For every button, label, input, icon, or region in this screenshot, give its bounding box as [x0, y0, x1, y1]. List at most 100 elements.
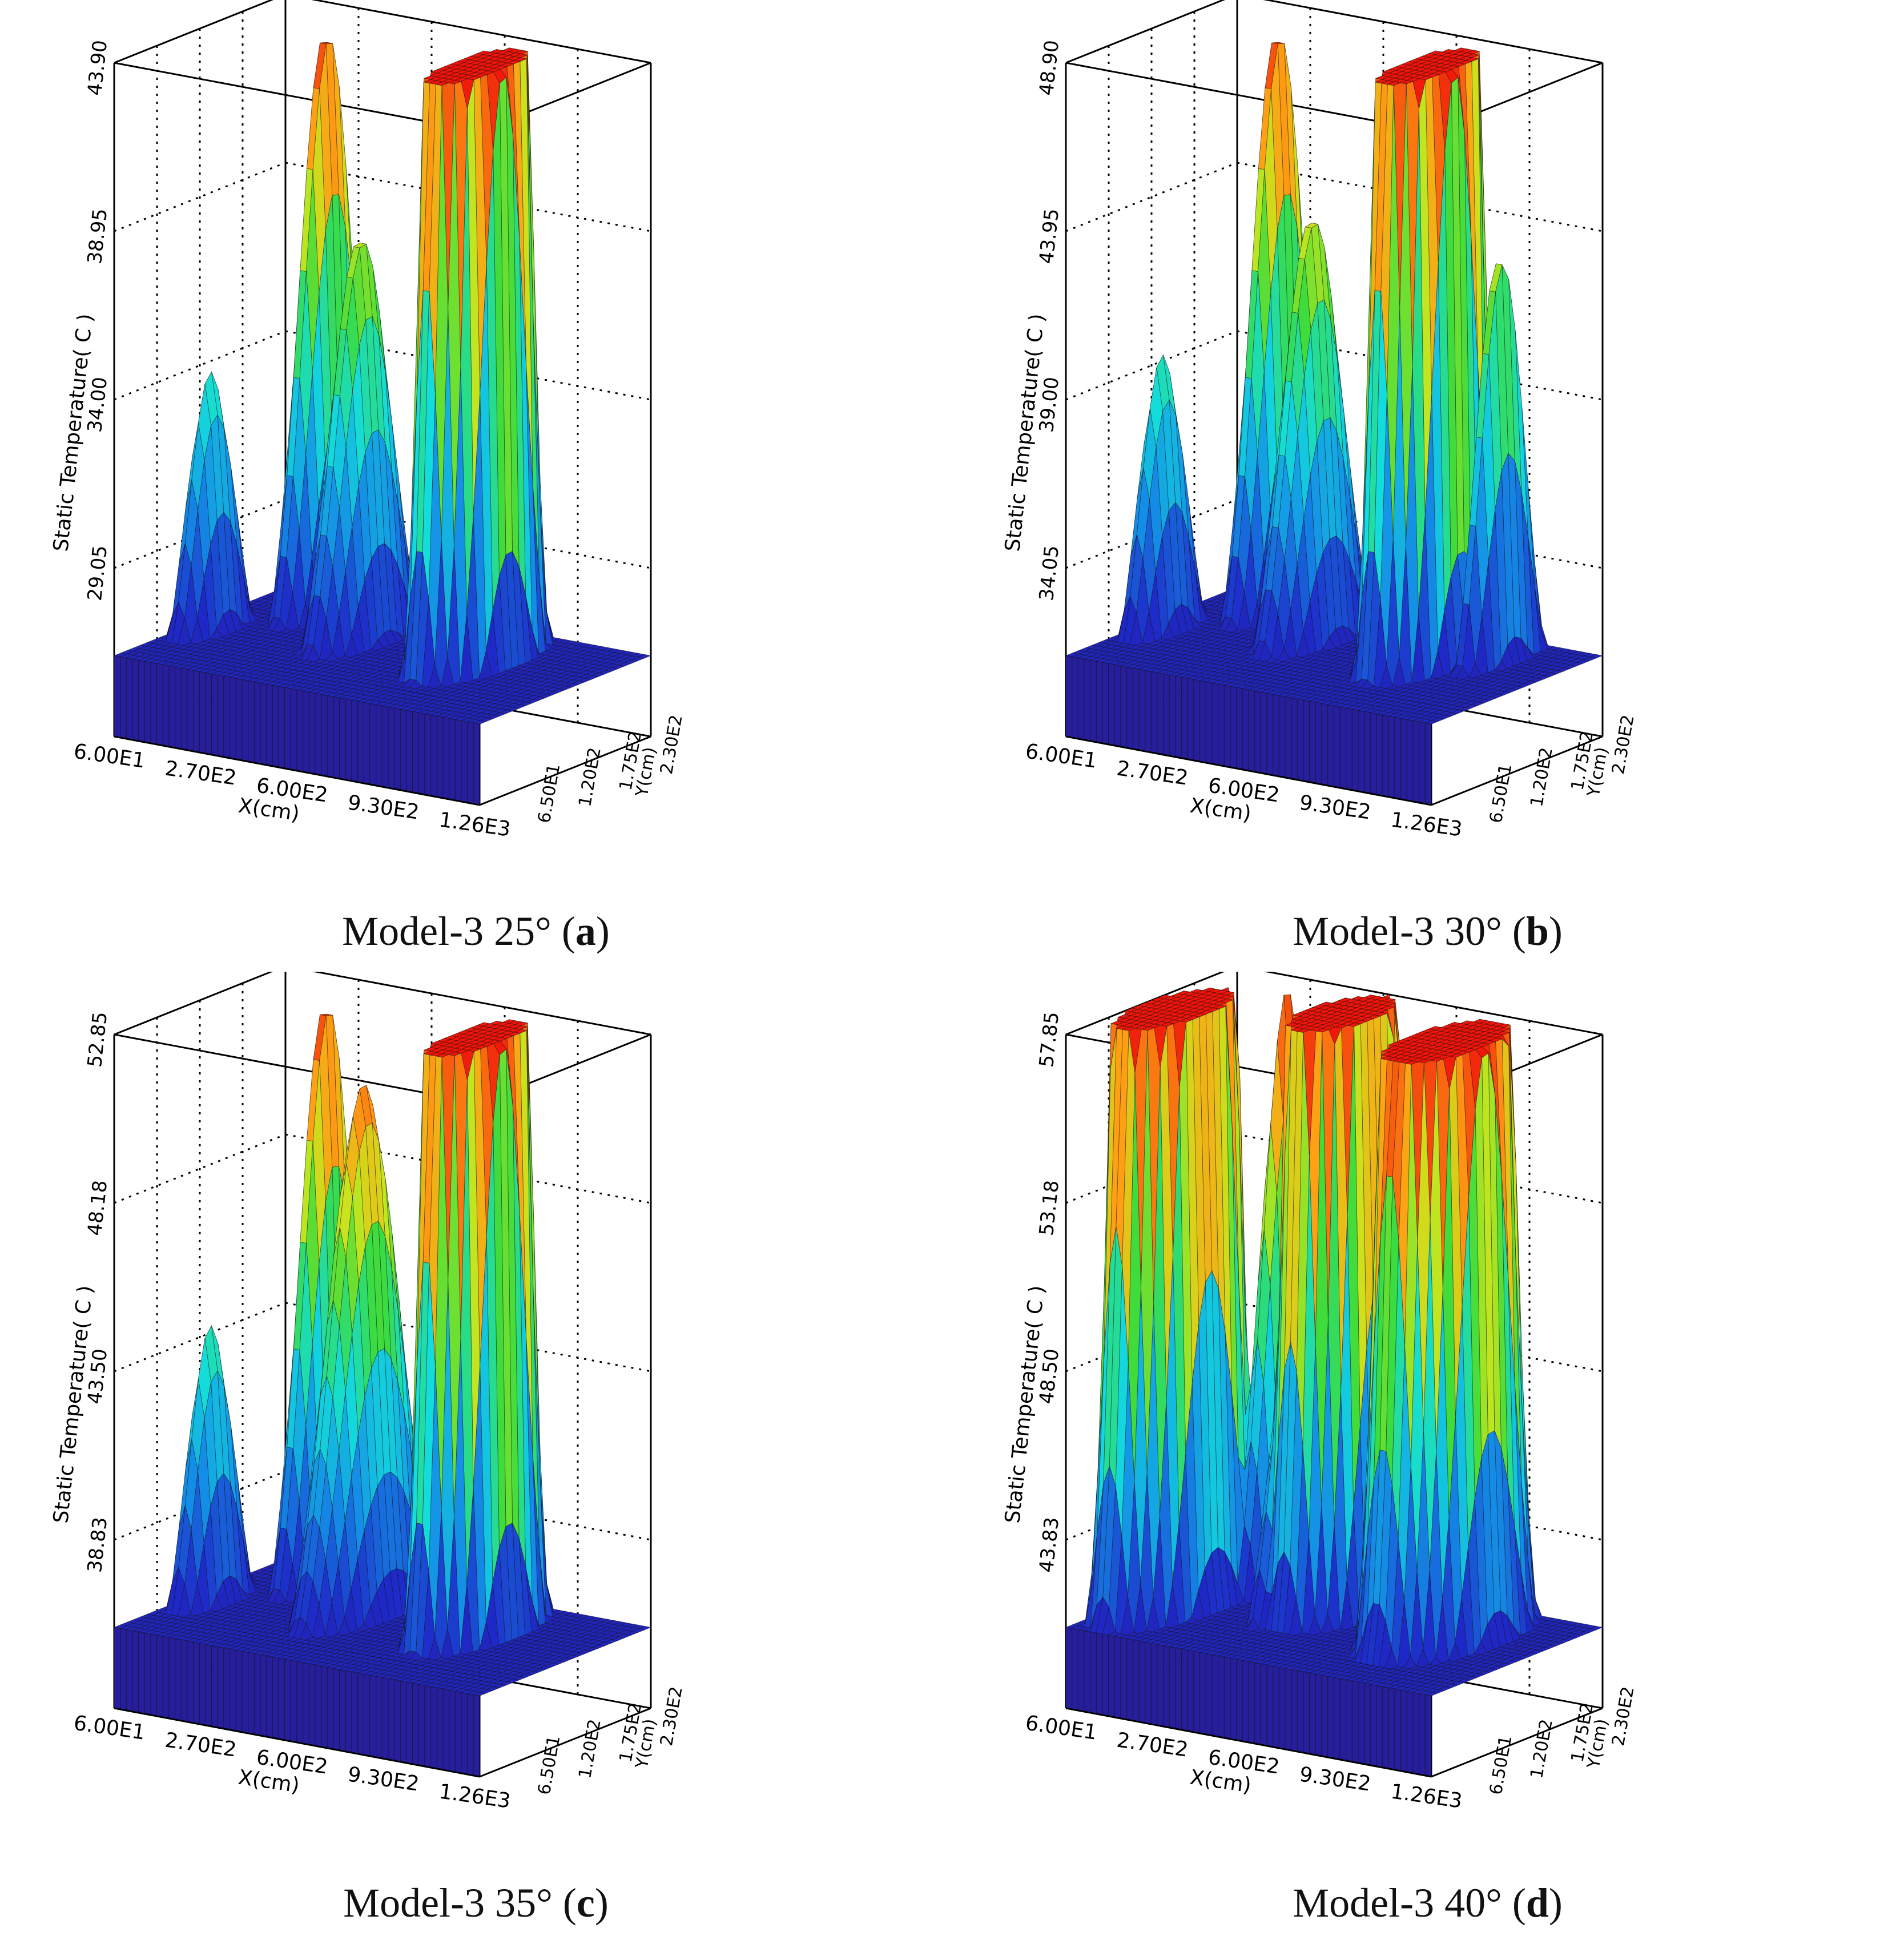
- surface-front-face: [436, 1687, 444, 1770]
- surface-front-face: [296, 1661, 304, 1744]
- surface-front-face: [412, 1683, 419, 1766]
- surface-front-face: [1181, 677, 1188, 760]
- surface-front-face: [1065, 655, 1073, 738]
- surface-front-face: [1254, 690, 1261, 774]
- surface-front-face: [150, 1633, 158, 1717]
- surface-front-face: [1273, 694, 1279, 777]
- x-tick-label: 1.26E3: [1389, 808, 1463, 842]
- surface-front-face: [1351, 709, 1359, 792]
- axis-line: [1065, 735, 1432, 806]
- surface-front-face: [1260, 691, 1267, 775]
- surface-front-face: [138, 1631, 145, 1714]
- panel-b: 34.05 39.00 43.95 48.90 Static Temperature( …: [952, 0, 1903, 972]
- surface-front-face: [211, 1645, 218, 1728]
- surface-front-face: [223, 1647, 231, 1730]
- surface-front-face: [1187, 678, 1194, 761]
- surface-front-face: [156, 663, 163, 746]
- surface-front-face: [144, 661, 151, 744]
- axis-line: [479, 735, 651, 806]
- surface-front-face: [138, 659, 145, 743]
- surface-front-face: [1126, 666, 1133, 750]
- y-tick-label: 1.20E2: [575, 746, 605, 808]
- surface-front-face: [1382, 714, 1389, 798]
- surface-front-face: [1364, 711, 1371, 794]
- z-tick-label: 43.95: [1035, 207, 1064, 265]
- surface-front-face: [473, 722, 480, 806]
- surface-front-face: [418, 712, 425, 795]
- surface-front-face: [308, 1663, 316, 1746]
- z-tick-label: 43.90: [83, 39, 112, 96]
- grid-line: [114, 1302, 286, 1373]
- caption-letter: a: [575, 908, 596, 954]
- surface-front-face: [1169, 674, 1176, 758]
- z-tick-label: 34.05: [1035, 544, 1064, 602]
- axis-line: [1065, 0, 1226, 64]
- surface-front-face: [162, 664, 170, 747]
- surface-front-face: [241, 679, 249, 762]
- surface-front-face: [1114, 664, 1121, 747]
- surface-front-face: [235, 1649, 243, 1733]
- surface-front-face: [1102, 662, 1109, 745]
- surface-front-face: [284, 687, 291, 770]
- surface-front-face: [175, 666, 182, 750]
- surface-front-face: [180, 667, 188, 751]
- grid-line: [114, 1470, 286, 1541]
- surface-front-face: [1175, 675, 1182, 759]
- surface-front-face: [333, 696, 340, 779]
- axis-front: [114, 735, 651, 806]
- surface-front-face: [1388, 715, 1395, 799]
- surface-front-face: [369, 1675, 377, 1758]
- surface-front-face: [230, 677, 236, 760]
- z-tick-label: 48.18: [83, 1179, 112, 1237]
- axis-line: [114, 1707, 480, 1778]
- surface-front-face: [248, 1652, 255, 1735]
- surface-front-face: [442, 717, 450, 800]
- surface-front-face: [272, 1656, 279, 1740]
- surface-front-face: [321, 694, 328, 777]
- surface-front-face: [253, 1653, 261, 1736]
- surface-front-face: [1278, 695, 1286, 778]
- surface-front-face: [1297, 698, 1304, 782]
- surface-front-face: [260, 682, 267, 766]
- surface-front-face: [150, 662, 158, 745]
- surface-front-face: [315, 693, 322, 776]
- surface-front-face: [449, 718, 456, 801]
- surface-front-face: [351, 699, 359, 783]
- grid-line: [1065, 330, 1238, 401]
- surface-front-face: [418, 1684, 425, 1767]
- surface-front-face: [114, 1627, 121, 1710]
- surface-front-face: [1303, 699, 1310, 783]
- surface-front-face: [454, 719, 462, 802]
- surface-front-face: [193, 1641, 200, 1725]
- surface-front-face: [327, 695, 334, 778]
- surface-front-face: [168, 1637, 176, 1720]
- axis-line: [114, 972, 274, 1036]
- x-tick-label: 9.30E2: [1298, 791, 1372, 824]
- x-tick-label: 1.26E3: [437, 808, 512, 842]
- surface-front-face: [126, 1629, 133, 1712]
- surface-front-face: [205, 1644, 212, 1727]
- axis-front: [114, 1707, 651, 1778]
- x-tick-label: 6.00E1: [72, 740, 146, 773]
- surface-front-face: [1321, 703, 1329, 786]
- surface-front-face: [1218, 683, 1225, 767]
- surface-front-face: [303, 690, 309, 774]
- surface-front-face: [1236, 687, 1243, 770]
- surface-front-face: [1412, 720, 1420, 803]
- surface-front-face: [461, 720, 468, 803]
- surface-front-face: [357, 701, 364, 784]
- surface-front-face: [1199, 680, 1206, 763]
- surface-front-face: [253, 681, 261, 764]
- surface-front-face: [1339, 706, 1347, 790]
- surface-front-face: [205, 672, 212, 755]
- axis-line: [311, 0, 651, 64]
- surface-front-face: [114, 655, 121, 738]
- surface-front-face: [308, 691, 316, 775]
- surface-front-face: [1291, 697, 1298, 780]
- surface-front-face: [217, 674, 224, 758]
- surface-front-face: [266, 1655, 273, 1738]
- surface-front-face: [278, 686, 285, 769]
- surface-front-face: [1163, 673, 1170, 756]
